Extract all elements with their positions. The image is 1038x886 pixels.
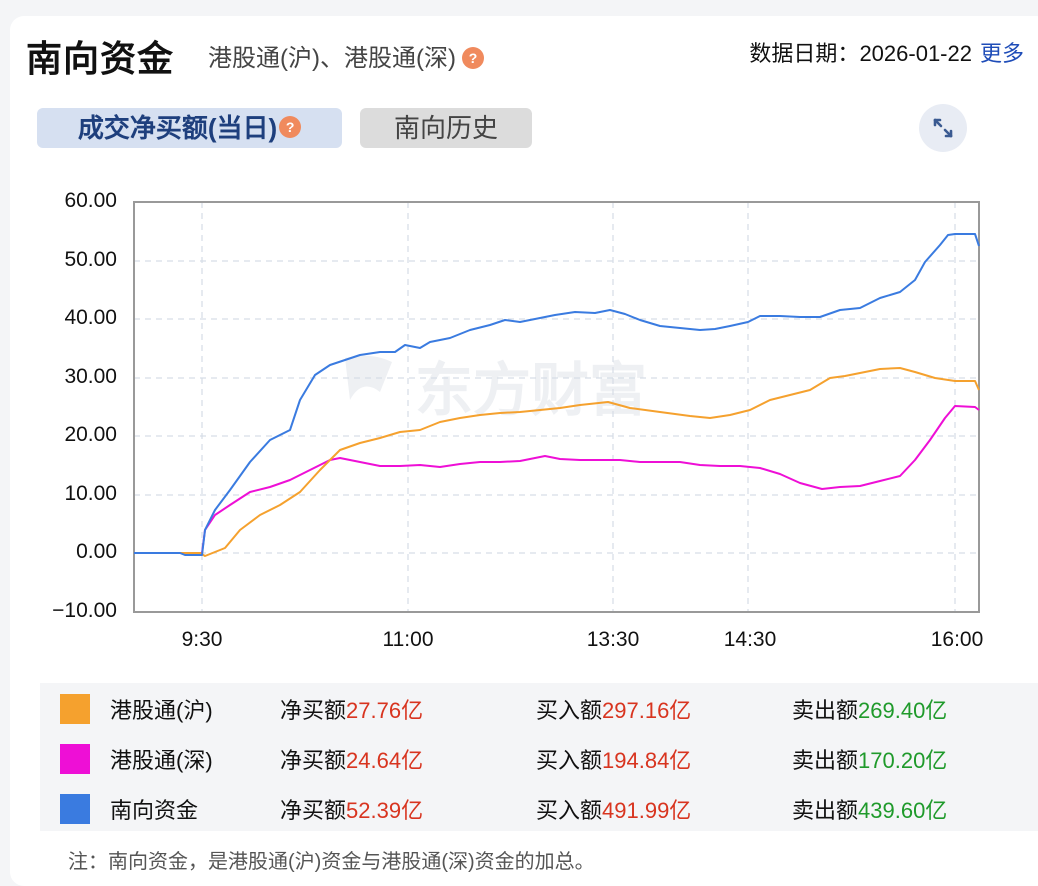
x-tick-label: 13:30 <box>586 628 640 651</box>
net-buy: 净买额24.64亿 <box>280 748 424 773</box>
expand-arrows-icon <box>933 118 953 138</box>
subtitle: 港股通(沪)、港股通(深)? <box>208 38 484 73</box>
net-buy: 净买额27.76亿 <box>280 698 424 723</box>
y-tick-label: 30.00 <box>64 365 117 388</box>
legend-row-southbound: 南向资金 净买额52.39亿 买入额491.99亿 卖出额439.60亿 <box>40 783 1038 831</box>
subtitle-text: 港股通(沪)、港股通(深) <box>208 45 456 72</box>
date-label: 数据日期： <box>749 41 860 66</box>
tab-label: 南向历史 <box>393 113 498 143</box>
y-tick-label: −10.00 <box>52 599 117 622</box>
legend-row-hgt-sh: 港股通(沪) 净买额27.76亿 买入额297.16亿 卖出额269.40亿 <box>40 683 1038 731</box>
y-tick-label: 50.00 <box>64 248 117 271</box>
tab-label: 成交净买额(当日) <box>77 113 278 143</box>
x-tick-label: 16:00 <box>930 628 984 651</box>
y-tick-label: 20.00 <box>64 423 117 446</box>
x-tick-label: 11:00 <box>382 628 434 651</box>
help-icon[interactable]: ? <box>461 46 484 69</box>
series-name: 港股通(沪) <box>110 698 213 723</box>
legend-swatch-blue <box>60 794 90 824</box>
x-tick-label: 14:30 <box>723 628 777 651</box>
tab-southbound-history[interactable]: 南向历史 <box>360 108 532 148</box>
expand-button[interactable] <box>919 104 967 152</box>
tab-net-buy-today[interactable]: 成交净买额(当日)? <box>37 108 342 148</box>
buy-amount: 买入额194.84亿 <box>536 748 692 773</box>
page-title: 南向资金 <box>26 38 175 79</box>
legend-table: 港股通(沪) 净买额27.76亿 买入额297.16亿 卖出额269.40亿 港… <box>40 683 1038 831</box>
help-icon[interactable]: ? <box>279 116 302 139</box>
net-buy: 净买额52.39亿 <box>280 798 424 823</box>
data-date: 数据日期：2026-01-22 更多 <box>749 36 1024 68</box>
x-tick-label: 9:30 <box>181 628 223 651</box>
y-tick-label: 10.00 <box>64 482 117 505</box>
series-name: 港股通(深) <box>110 748 213 773</box>
legend-swatch-orange <box>60 694 90 724</box>
more-link[interactable]: 更多 <box>979 41 1024 66</box>
series-name: 南向资金 <box>110 798 199 823</box>
y-tick-label: 60.00 <box>64 189 117 212</box>
footnote: 注：南向资金，是港股通(沪)资金与港股通(深)资金的加总。 <box>68 851 595 873</box>
date-value: 2026-01-22 <box>859 41 972 66</box>
sell-amount: 卖出额439.60亿 <box>792 798 948 823</box>
buy-amount: 买入额297.16亿 <box>536 698 692 723</box>
sell-amount: 卖出额269.40亿 <box>792 698 948 723</box>
y-tick-label: 40.00 <box>64 306 117 329</box>
buy-amount: 买入额491.99亿 <box>536 798 692 823</box>
legend-swatch-magenta <box>60 744 90 774</box>
legend-row-hgt-sz: 港股通(深) 净买额24.64亿 买入额194.84亿 卖出额170.20亿 <box>40 733 1038 781</box>
sell-amount: 卖出额170.20亿 <box>792 748 948 773</box>
y-tick-label: 0.00 <box>76 540 117 563</box>
